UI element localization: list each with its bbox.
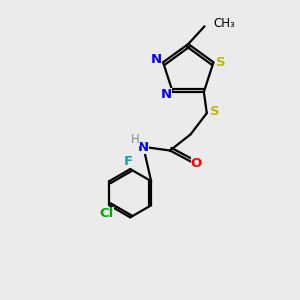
Text: S: S (216, 56, 226, 69)
Text: Cl: Cl (99, 207, 113, 220)
Text: F: F (124, 155, 133, 168)
Text: CH₃: CH₃ (213, 17, 235, 31)
Text: S: S (210, 105, 220, 118)
Text: O: O (191, 157, 202, 170)
Text: N: N (151, 53, 162, 67)
Text: N: N (138, 140, 149, 154)
Text: N: N (161, 88, 172, 101)
Text: H: H (131, 133, 140, 146)
